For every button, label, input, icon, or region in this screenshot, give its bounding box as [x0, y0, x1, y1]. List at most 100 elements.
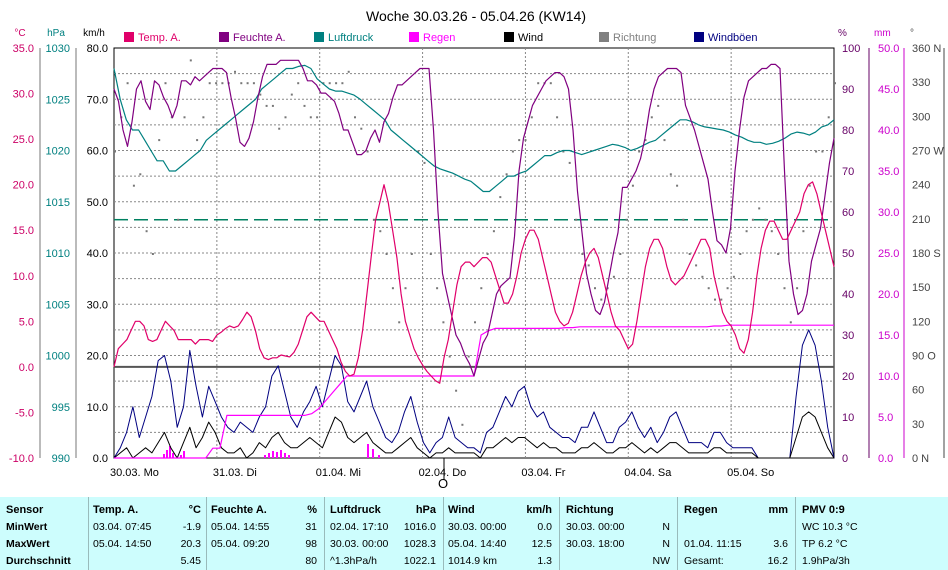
tick-label-right: 40 — [842, 289, 854, 301]
direction-point — [189, 59, 192, 62]
x-tick-label: 01.04. Mi — [316, 467, 361, 479]
direction-point — [423, 161, 426, 164]
press-trend: ^1.3hPa/h — [330, 555, 377, 567]
tick-label-right: 30 — [842, 330, 854, 342]
divider — [559, 497, 560, 570]
rain-bar — [183, 451, 185, 458]
direction-point — [372, 218, 375, 221]
x-tick-label: 05.04. So — [727, 467, 774, 479]
tick-label-right: 30.0 — [878, 207, 899, 219]
tick-label-right: 60 — [912, 385, 924, 397]
tick-label-left: 60.0 — [87, 146, 108, 158]
direction-point — [404, 287, 407, 290]
wind-max-time: 05.04. 14:40 — [448, 538, 507, 550]
rain-bar — [280, 450, 282, 458]
rain-bar — [264, 455, 266, 458]
series-temperature — [113, 181, 835, 384]
press-unit: hPa — [415, 504, 436, 516]
tick-label-right: 60 — [842, 207, 854, 219]
direction-point — [638, 150, 641, 153]
direction-point — [486, 253, 489, 255]
direction-point — [530, 116, 533, 119]
tick-label-left: 35.0 — [13, 43, 34, 55]
direction-point — [524, 139, 527, 142]
direction-point — [499, 196, 502, 199]
hum-max-time: 05.04. 09:20 — [211, 538, 270, 550]
temp-title: Temp. A. — [93, 504, 139, 516]
tick-label-right: 25.0 — [878, 248, 899, 260]
tick-label-left: 0.0 — [93, 453, 108, 465]
tick-label-left: 30.0 — [87, 299, 108, 311]
rain-max-time: 01.04. 11:15 — [684, 538, 742, 550]
direction-point — [259, 93, 262, 96]
direction-point — [745, 230, 748, 233]
hum-avg-value: 80 — [305, 555, 317, 567]
axis-unit-left: hPa — [47, 28, 65, 39]
tick-label-right: 40.0 — [878, 125, 899, 137]
legend-label: Feuchte A. — [233, 32, 286, 44]
direction-point — [360, 127, 363, 130]
legend-label: Temp. A. — [138, 32, 181, 44]
direction-point — [682, 218, 685, 221]
rain-bar — [166, 450, 168, 458]
rain-bar — [367, 444, 369, 458]
tick-label-right: 10 — [842, 412, 854, 424]
temp-max-value: 20.3 — [180, 538, 201, 550]
rain-bar — [163, 454, 165, 458]
stats-rain: Regen mm 01.04. 11:15 3.6 Gesamt: 16.2 — [684, 497, 792, 570]
wind-title: Wind — [448, 504, 475, 516]
tick-label-left: 5.0 — [19, 316, 34, 328]
pmv-pressure-trend: 1.9hPa/3h — [802, 555, 850, 567]
dir-max-time: 30.03. 18:00 — [566, 538, 625, 550]
axis-unit-right: % — [838, 28, 847, 39]
tick-label-right: 10.0 — [878, 371, 899, 383]
divider — [677, 497, 678, 570]
tick-label-left: 1010 — [46, 248, 70, 260]
direction-point — [221, 82, 224, 85]
rain-bar — [268, 453, 270, 458]
series-gusts — [113, 329, 835, 459]
temp-min-time: 03.04. 07:45 — [93, 521, 152, 533]
tick-label-left: 40.0 — [87, 248, 108, 260]
direction-point — [732, 275, 735, 278]
direction-point — [707, 287, 710, 290]
direction-point — [347, 70, 350, 73]
direction-point — [562, 150, 565, 153]
direction-point — [385, 253, 388, 255]
direction-point — [429, 253, 432, 255]
direction-point — [234, 70, 236, 73]
tick-label-left: 1005 — [46, 299, 70, 311]
stats-temp: Temp. A. °C 03.04. 07:45 -1.9 05.04. 14:… — [93, 497, 205, 570]
stats-humidity: Feuchte A. % 05.04. 14:55 31 05.04. 09:2… — [211, 497, 321, 570]
tick-label-right: 35.0 — [878, 166, 899, 178]
x-tick-label: 31.03. Di — [213, 467, 257, 479]
direction-point — [177, 218, 180, 221]
direction-point — [575, 218, 578, 221]
direction-point — [676, 184, 679, 187]
direction-point — [417, 150, 420, 153]
tick-label-left: -5.0 — [15, 407, 34, 419]
direction-point — [669, 173, 672, 176]
tick-label-right: 100 — [842, 43, 860, 55]
press-title: Luftdruck — [330, 504, 381, 516]
hum-title: Feuchte A. — [211, 504, 267, 516]
press-min-time: 02.04. 17:10 — [330, 521, 389, 533]
direction-point — [537, 82, 540, 85]
row-label-avg: Durchschnitt — [6, 555, 71, 567]
direction-point — [316, 116, 319, 119]
direction-point — [587, 264, 590, 267]
axis-unit-right: mm — [874, 28, 891, 39]
press-max-value: 1028.3 — [403, 538, 436, 550]
rain-total-label: Gesamt: — [684, 555, 724, 567]
tick-label-left: 1030 — [46, 43, 70, 55]
direction-point — [821, 150, 824, 153]
tick-label-right: 150 — [912, 282, 930, 294]
x-tick-label: 03.04. Fr — [521, 467, 565, 479]
tick-label-right: 50.0 — [878, 43, 899, 55]
direction-point — [568, 161, 571, 164]
dir-min-time: 30.03. 00:00 — [566, 521, 625, 533]
divider — [88, 497, 89, 570]
direction-point — [783, 287, 786, 290]
axis-unit-left: °C — [14, 28, 25, 39]
legend-label: Windböen — [708, 32, 758, 44]
